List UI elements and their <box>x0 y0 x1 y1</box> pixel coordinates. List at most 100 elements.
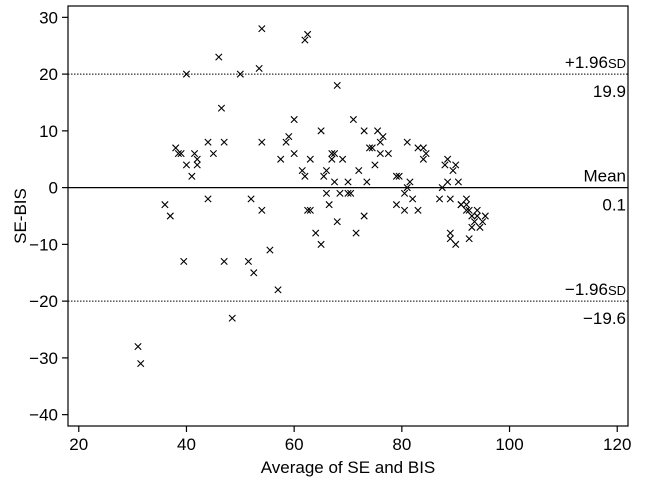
data-point-marker <box>255 64 263 73</box>
data-point-marker <box>215 53 223 61</box>
data-point-marker <box>336 189 344 197</box>
data-point-marker <box>204 138 212 146</box>
data-point-marker <box>322 167 331 175</box>
reference-labels: +1.96SD 19.9 Mean 0.1 −1.96SD −19.6 <box>565 53 626 328</box>
data-point-marker <box>161 201 169 209</box>
data-point-marker <box>301 172 309 180</box>
data-point-marker <box>344 189 352 197</box>
data-point-marker <box>244 257 252 265</box>
data-point-marker <box>379 132 387 141</box>
data-point-marker <box>312 229 320 237</box>
data-point-marker <box>468 223 476 231</box>
data-point-marker <box>422 149 430 158</box>
data-point-marker <box>317 127 325 135</box>
data-point-marker <box>441 161 449 169</box>
data-point-marker <box>481 212 489 220</box>
data-point-marker <box>328 155 336 163</box>
data-point-marker <box>258 25 266 33</box>
data-point-marker <box>376 138 384 146</box>
data-point-marker <box>371 161 379 169</box>
data-point-marker <box>363 178 371 186</box>
y-tick-label: −40 <box>29 406 58 425</box>
y-tick-label: 0 <box>49 179 58 198</box>
x-tick-label: 80 <box>392 435 411 454</box>
data-point-marker <box>400 189 409 197</box>
x-tick-label: 20 <box>69 435 88 454</box>
data-point-marker <box>301 36 309 44</box>
data-point-marker <box>182 70 191 78</box>
data-point-marker <box>193 155 201 163</box>
data-point-marker <box>457 201 465 209</box>
data-point-marker <box>360 212 368 220</box>
data-point-marker <box>468 212 476 220</box>
x-axis-title: Average of SE and BIS <box>261 458 436 477</box>
data-point-marker <box>473 206 481 214</box>
data-point-marker <box>392 201 401 209</box>
data-point-marker <box>274 286 282 294</box>
data-point-marker <box>182 161 191 169</box>
data-point-marker <box>462 206 471 214</box>
y-tick-label: 20 <box>39 65 58 84</box>
x-tick-label: 100 <box>495 435 523 454</box>
y-tick-label: −10 <box>29 235 58 254</box>
data-point-marker <box>193 161 201 169</box>
data-point-marker <box>392 172 401 180</box>
data-point-marker <box>172 144 180 152</box>
data-point-marker <box>465 235 473 243</box>
data-point-marker <box>409 195 417 203</box>
data-point-marker <box>137 359 145 368</box>
data-point-marker <box>220 257 228 265</box>
data-point-marker <box>376 149 384 158</box>
data-point-marker <box>247 195 255 203</box>
data-point-marker <box>320 172 328 180</box>
data-point-marker <box>290 115 298 124</box>
data-point-marker <box>347 189 355 197</box>
data-point-marker <box>365 144 374 152</box>
data-point-marker <box>452 161 460 169</box>
data-point-marker <box>209 149 217 158</box>
data-point-marker <box>166 212 174 220</box>
data-point-marker <box>446 235 454 243</box>
data-point-marker <box>330 149 339 158</box>
y-axis-title: SE-BIS <box>11 188 30 244</box>
data-point-marker <box>462 201 471 209</box>
data-point-marker <box>180 257 188 265</box>
data-point-marker <box>465 206 473 214</box>
x-tick-label: 120 <box>603 435 631 454</box>
data-point-marker <box>395 172 403 180</box>
data-point-marker <box>177 149 185 158</box>
ref-value-upper: 19.9 <box>593 82 626 101</box>
data-point-marker <box>204 195 212 203</box>
data-point-marker <box>188 172 196 180</box>
x-tick-label: 40 <box>177 435 196 454</box>
data-point-marker <box>282 138 290 146</box>
data-point-marker <box>258 206 266 214</box>
data-point-marker <box>333 81 341 90</box>
data-point-marker <box>174 149 182 158</box>
data-point-marker <box>317 240 325 248</box>
data-point-marker <box>473 212 481 220</box>
data-point-marker <box>360 127 368 135</box>
data-point-marker <box>306 155 314 163</box>
data-point-marker <box>414 144 422 152</box>
y-tick-label: 30 <box>39 8 58 27</box>
data-point-marker <box>250 269 258 277</box>
data-point-marker <box>285 132 293 141</box>
data-point-marker <box>449 167 457 175</box>
data-point-marker <box>355 167 363 175</box>
data-point-marker <box>220 138 228 146</box>
y-tick-label: −30 <box>29 349 58 368</box>
data-point-marker <box>306 206 314 214</box>
data-point-marker <box>384 149 392 158</box>
data-point-marker <box>325 201 333 209</box>
data-point-marker <box>406 178 414 186</box>
data-point-marker <box>258 138 266 146</box>
ref-value-mean: 0.1 <box>602 196 626 215</box>
data-point-marker <box>330 178 339 186</box>
data-point-marker <box>444 155 452 163</box>
data-point-marker <box>462 195 471 203</box>
data-point-marker <box>339 155 347 163</box>
data-point-marker <box>438 184 446 192</box>
data-point-marker <box>298 167 306 175</box>
